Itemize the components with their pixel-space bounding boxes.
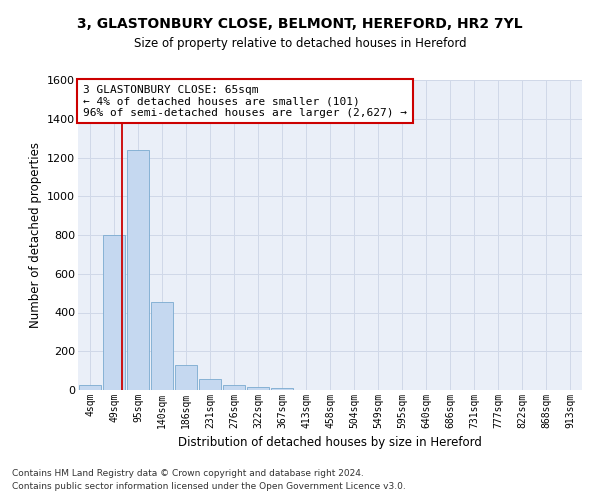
Bar [151, 302, 173, 390]
Text: 3, GLASTONBURY CLOSE, BELMONT, HEREFORD, HR2 7YL: 3, GLASTONBURY CLOSE, BELMONT, HEREFORD,… [77, 18, 523, 32]
X-axis label: Distribution of detached houses by size in Hereford: Distribution of detached houses by size … [178, 436, 482, 450]
Text: Contains public sector information licensed under the Open Government Licence v3: Contains public sector information licen… [12, 482, 406, 491]
Bar [175, 365, 197, 390]
Bar [79, 385, 101, 390]
Bar [127, 150, 149, 390]
Text: Contains HM Land Registry data © Crown copyright and database right 2024.: Contains HM Land Registry data © Crown c… [12, 468, 364, 477]
Bar [103, 235, 125, 390]
Bar [271, 388, 293, 390]
Bar [199, 380, 221, 390]
Y-axis label: Number of detached properties: Number of detached properties [29, 142, 41, 328]
Bar [247, 387, 269, 390]
Text: 3 GLASTONBURY CLOSE: 65sqm
← 4% of detached houses are smaller (101)
96% of semi: 3 GLASTONBURY CLOSE: 65sqm ← 4% of detac… [83, 84, 407, 118]
Bar [223, 385, 245, 390]
Text: Size of property relative to detached houses in Hereford: Size of property relative to detached ho… [134, 38, 466, 51]
